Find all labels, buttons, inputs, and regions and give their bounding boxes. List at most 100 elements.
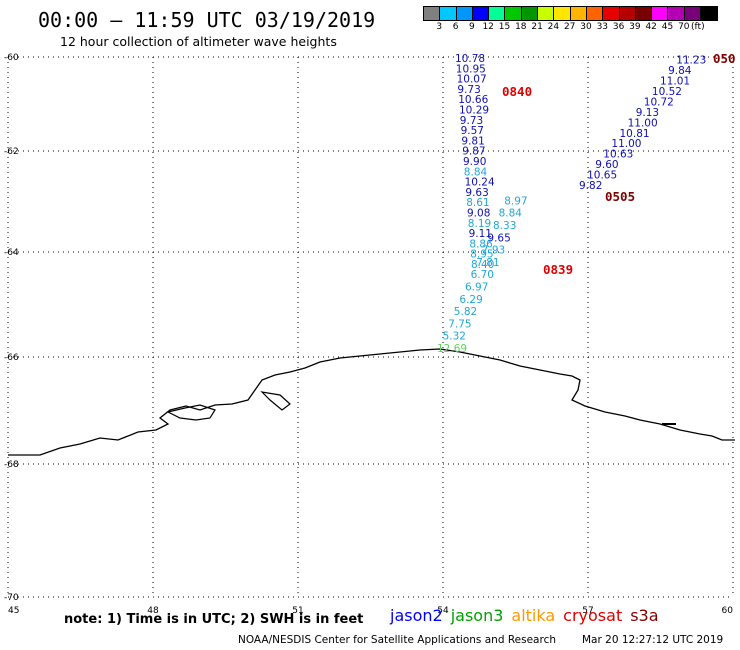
wave-height-value: 11.00 — [611, 138, 641, 150]
wave-height-value: 10.63 — [603, 149, 633, 161]
colorbar-swatch — [635, 7, 653, 20]
longitude-label: 48 — [147, 606, 159, 616]
colorbar-tick-label: 42 — [645, 22, 657, 32]
map-title: 00:00 – 11:59 UTC 03/19/2019 — [38, 8, 376, 32]
colorbar-tick-label: 6 — [452, 22, 459, 32]
colorbar-swatch — [521, 7, 539, 20]
wave-height-value: 9.90 — [463, 156, 486, 168]
colorbar-tick-label: 24 — [547, 22, 560, 32]
colorbar-swatch — [424, 7, 441, 20]
colorbar-tick-label: 3 — [436, 22, 443, 32]
track-050: 050 — [713, 51, 736, 66]
pass-time-label: 0840 — [502, 84, 532, 99]
colorbar-tick-label: 21 — [531, 22, 543, 32]
legend-item-jason3: jason3 — [450, 606, 504, 625]
wave-height-value: 7.75 — [448, 318, 471, 330]
pass-time-label: 0839 — [543, 262, 573, 277]
track-0840: 10.7810.9510.079.7310.6610.299.739.579.8… — [455, 53, 532, 271]
wave-height-value: 9.57 — [461, 125, 484, 137]
coastline-island — [260, 391, 291, 411]
wave-height-value: 8.84 — [464, 166, 488, 178]
wave-height-value: 9.08 — [467, 208, 490, 220]
wave-height-value: 11.00 — [628, 117, 658, 129]
colorbar-swatch — [554, 7, 571, 20]
colorbar-tick-label: 27 — [563, 22, 576, 32]
longitude-label: 60 — [722, 606, 734, 616]
colorbar-swatch — [472, 7, 490, 20]
colorbar-swatch — [619, 7, 636, 20]
wave-height-value: 9.82 — [579, 180, 602, 192]
wave-height-value: 8.84 — [499, 208, 523, 220]
credit-line: NOAA/NESDIS Center for Satellite Applica… — [238, 634, 556, 646]
wave-height-value: 10.52 — [652, 86, 682, 98]
wave-height-value: 9.13 — [636, 107, 659, 119]
track-0505: 9.8210.659.6010.6311.0010.8111.009.1310.… — [579, 55, 706, 204]
wave-height-value: 9.73 — [460, 115, 483, 127]
wave-height-value: 9.84 — [668, 65, 692, 77]
colorbar-tick-label: 70 — [678, 22, 690, 32]
colorbar-tick-label: 33 — [596, 22, 609, 32]
pass-time-label: 050 — [713, 51, 736, 66]
wave-height-value: 10.66 — [458, 94, 488, 106]
wave-height-value: 9.11 — [469, 228, 492, 240]
colorbar-swatch — [668, 7, 685, 20]
wave-height-value: 8.33 — [493, 220, 516, 232]
satellite-legend: jason2 jason3 altika cryosat s3a — [390, 606, 667, 625]
footer-note: note: 1) Time is in UTC; 2) SWH is in fe… — [64, 612, 364, 627]
generated-timestamp: Mar 20 12:27:12 UTC 2019 — [582, 634, 724, 646]
altimeter-tracks: 10.7810.9510.079.7310.6610.299.739.579.8… — [437, 51, 736, 355]
wave-height-value: 5.32 — [443, 331, 466, 343]
colorbar-tick-label: 39 — [629, 22, 641, 32]
latitude-label: -66 — [4, 353, 19, 363]
latitude-label: -60 — [4, 53, 19, 63]
wave-height-value: 6.97 — [465, 282, 488, 294]
colorbar-tick-label: 18 — [515, 22, 527, 32]
colorbar-swatch — [456, 7, 473, 20]
legend-item-jason2: jason2 — [390, 606, 443, 625]
wave-height-value: 8.86 — [469, 238, 493, 250]
colorbar-swatch — [684, 7, 702, 20]
wave-height-value: 11.01 — [660, 76, 690, 88]
colorbar-swatch — [570, 7, 587, 20]
wave-height-value: 10.07 — [457, 74, 487, 86]
coastline-inlet — [166, 404, 216, 421]
wave-height-value: 6.29 — [459, 294, 482, 306]
wave-height-value: 8.97 — [504, 195, 527, 207]
wave-height-value: 10.72 — [644, 96, 674, 108]
colorbar-swatch — [489, 7, 506, 20]
wave-height-value: 6.70 — [471, 269, 494, 281]
wave-height-value: 8.61 — [466, 197, 489, 209]
wave-height-value: 10.29 — [459, 105, 489, 117]
colorbar-unit: (ft) — [691, 22, 705, 32]
latitude-label: -70 — [4, 593, 19, 603]
longitude-label: 45 — [8, 606, 19, 616]
legend-item-s3a: s3a — [630, 606, 659, 625]
colorbar-swatch — [586, 7, 604, 20]
latitude-label: -64 — [4, 248, 19, 258]
longitude-label: 51 — [292, 606, 303, 616]
wave-height-value: 8.40 — [471, 259, 494, 271]
colorbar-swatch — [603, 7, 620, 20]
wave-height-value: 10.78 — [455, 53, 485, 65]
colorbar — [423, 6, 719, 21]
wave-height-value: 9.65 — [487, 232, 510, 244]
wave-height-value: 10.24 — [465, 177, 495, 189]
longitude-label: 57 — [582, 606, 593, 616]
colorbar-tick-label: 15 — [498, 22, 511, 32]
colorbar-swatch — [701, 7, 718, 20]
wave-height-value: 9.63 — [465, 187, 488, 199]
wave-height-value: 9.87 — [462, 146, 485, 158]
wave-height-value: 10.95 — [456, 63, 486, 75]
pass-time-label: 0505 — [605, 189, 635, 204]
wave-height-value: 12.69 — [437, 343, 467, 355]
colorbar-tick-label: 45 — [661, 22, 674, 32]
wave-height-value: 10.65 — [587, 170, 617, 182]
colorbar-tick-label: 9 — [469, 22, 475, 32]
wave-height-value: 11.23 — [676, 55, 706, 67]
wave-height-value: 9.73 — [457, 84, 480, 96]
colorbar-tick-label: 36 — [612, 22, 625, 32]
colorbar-tick-label: 30 — [580, 22, 592, 32]
wave-height-value: 8.95 — [470, 249, 493, 261]
colorbar-swatch — [440, 7, 457, 20]
